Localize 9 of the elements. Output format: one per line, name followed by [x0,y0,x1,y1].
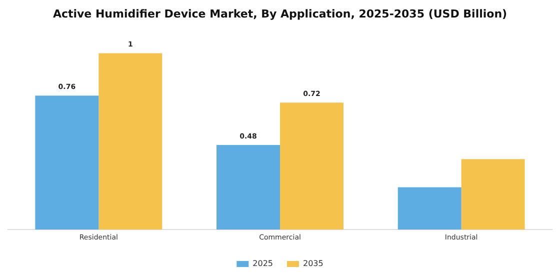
bar [98,53,162,230]
legend-label: 2025 [252,259,273,268]
bar [280,102,344,230]
chart-title: Active Humidifier Device Market, By Application, 2025-2035 (USD Billion) [52,7,508,20]
bar [216,144,280,230]
bar [35,96,99,230]
bar [398,187,462,230]
legend-label: 2035 [303,259,324,268]
bar [461,159,525,230]
